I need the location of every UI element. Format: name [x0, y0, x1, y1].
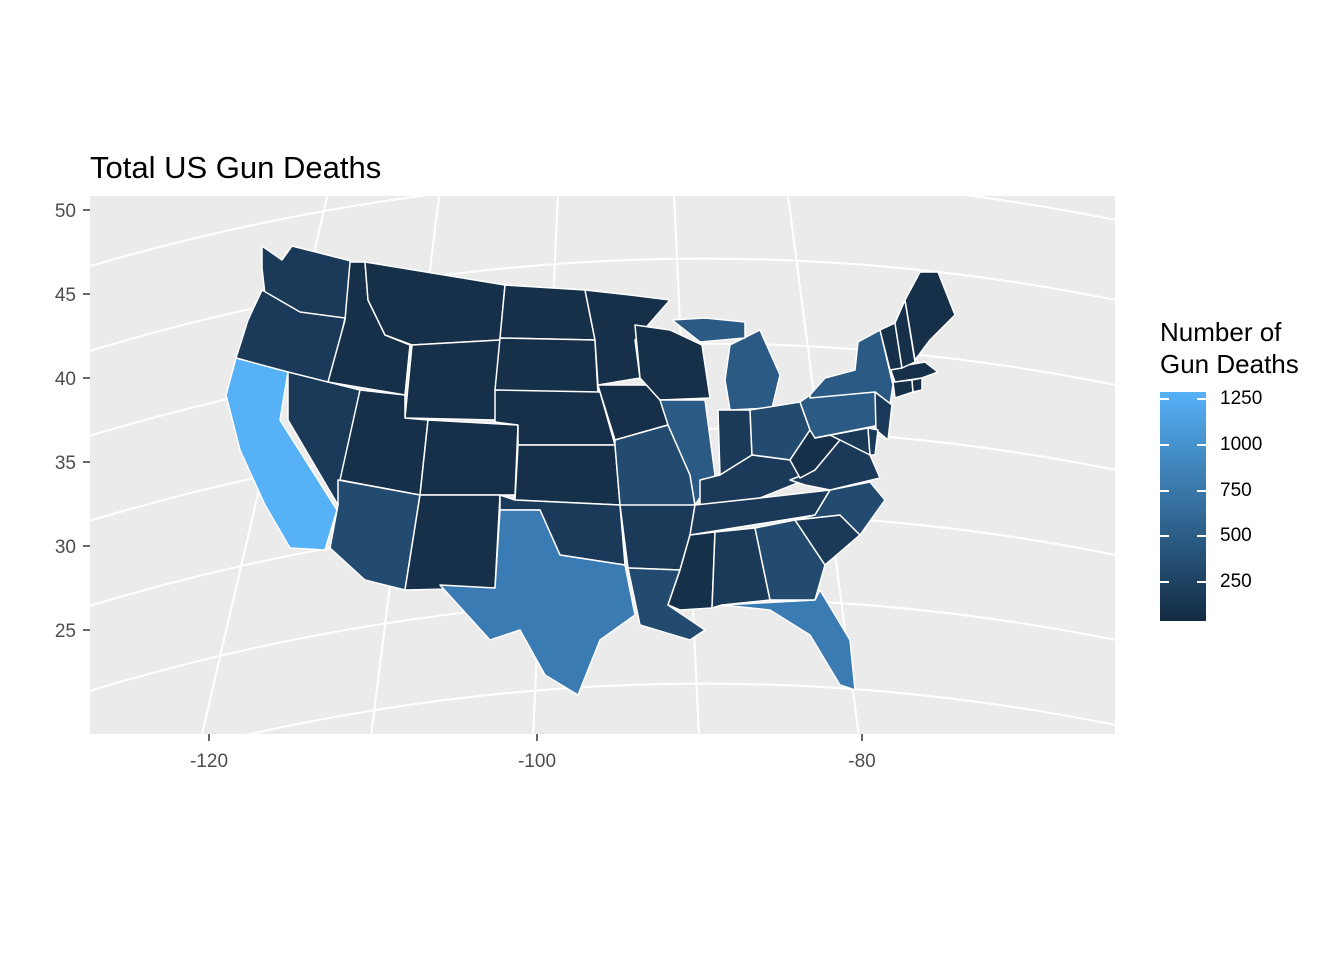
- state-wisconsin: [634, 324, 711, 401]
- state-texas: [439, 509, 636, 696]
- legend-tick-mark: [1197, 443, 1206, 446]
- legend-tick-mark: [1160, 535, 1169, 538]
- state-south-dakota: [494, 337, 599, 396]
- state-colorado: [419, 419, 519, 496]
- legend-tick-label: 500: [1220, 525, 1252, 547]
- map-title: Total US Gun Deaths: [90, 150, 382, 185]
- state-alabama: [711, 527, 771, 609]
- legend-tick-mark: [1160, 489, 1169, 492]
- states-layer: [225, 245, 956, 696]
- state-maryland: [814, 427, 871, 456]
- graticule-lat-50: [90, 196, 1115, 268]
- y-tick-label: 30: [55, 537, 76, 558]
- y-tick-label: 45: [55, 285, 76, 306]
- state-california: [225, 357, 338, 551]
- y-tick-label: 25: [55, 621, 76, 642]
- legend-tick-label: 250: [1220, 570, 1252, 592]
- legend-tick-mark: [1160, 580, 1169, 583]
- color-legend: Number of Gun Deaths 250 500 750 1000 1250: [1160, 316, 1344, 621]
- state-maine: [904, 271, 956, 361]
- x-tick-label: -100: [518, 751, 556, 772]
- legend-colorbar: [1160, 392, 1206, 621]
- legend-title: Number of Gun Deaths: [1160, 316, 1344, 380]
- y-tick-label: 50: [55, 201, 76, 222]
- state-rhode-island: [911, 377, 923, 393]
- state-florida: [721, 589, 856, 691]
- state-kansas: [514, 444, 621, 506]
- legend-tick-mark: [1160, 398, 1169, 401]
- legend-tick-mark: [1197, 580, 1206, 583]
- legend-tick-label: 750: [1220, 479, 1252, 501]
- state-delaware: [867, 427, 879, 456]
- state-north-dakota: [499, 284, 596, 341]
- legend-tick-label: 1250: [1220, 388, 1263, 410]
- y-axis: 50 45 40 35 30 25: [55, 201, 90, 642]
- state-new-jersey: [874, 391, 893, 441]
- y-tick-label: 35: [55, 453, 76, 474]
- legend-tick-mark: [1160, 443, 1169, 446]
- state-new-mexico: [404, 494, 501, 591]
- x-axis: -120 -100 -80: [190, 734, 876, 772]
- state-michigan-upper: [671, 317, 746, 343]
- legend-tick-label: 1000: [1220, 433, 1263, 455]
- y-tick-label: 40: [55, 369, 76, 390]
- state-new-hampshire: [894, 299, 916, 369]
- legend-tick-mark: [1197, 489, 1206, 492]
- legend-title-line-2: Gun Deaths: [1160, 349, 1299, 379]
- legend-title-line-1: Number of: [1160, 317, 1282, 347]
- state-wyoming: [404, 339, 501, 421]
- x-tick-label: -120: [190, 751, 228, 772]
- graticule-lat-20: [245, 682, 1115, 734]
- legend-tick-mark: [1197, 535, 1206, 538]
- graticule-lat-45: [90, 257, 1115, 352]
- legend-tick-mark: [1197, 398, 1206, 401]
- x-tick-label: -80: [848, 751, 875, 772]
